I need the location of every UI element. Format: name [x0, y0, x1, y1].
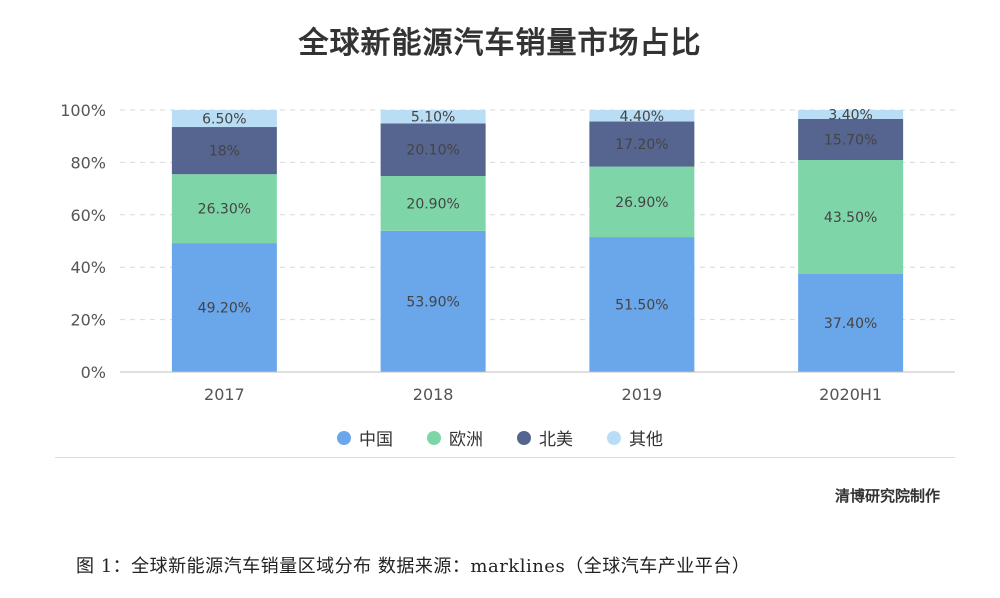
bar-segment: [380, 176, 486, 231]
bar-segment: [171, 174, 277, 244]
data-label: 26.30%: [198, 202, 251, 218]
legend-item: 其他: [607, 425, 663, 450]
y-tick-label: 100%: [60, 101, 106, 120]
data-label: 20.90%: [406, 196, 459, 212]
bar-segment: [171, 243, 277, 372]
credit-text: 清博研究院制作: [834, 487, 940, 505]
bar-segment: [589, 237, 695, 372]
data-label: 18%: [209, 144, 240, 160]
bar-segment: [798, 118, 904, 161]
y-axis: 0% 20% 40% 60% 80% 100%: [60, 101, 106, 382]
x-tick-label: 2019: [622, 385, 663, 404]
x-tick-label: 2020H1: [819, 385, 882, 404]
bar-segment: [798, 160, 904, 275]
data-label: 15.70%: [824, 132, 877, 148]
legend-marker: [337, 430, 351, 445]
bar-segment: [798, 274, 904, 372]
y-tick-label: 40%: [70, 258, 106, 277]
legend: 中国 欧洲 北美 其他: [0, 425, 1000, 450]
legend-marker: [607, 430, 621, 445]
x-axis: 2017 2018 2019 2020H1: [120, 371, 955, 404]
data-label: 49.20%: [198, 301, 251, 317]
legend-label: 其他: [629, 430, 663, 450]
data-label: 6.50%: [202, 112, 246, 128]
bar-segment: [380, 110, 486, 124]
data-label: 43.50%: [824, 210, 877, 226]
legend-label: 北美: [539, 430, 573, 450]
y-tick-label: 60%: [70, 206, 106, 225]
bar-segment: [589, 166, 695, 238]
bar-segment: [589, 121, 695, 167]
data-label: 5.10%: [411, 110, 455, 126]
data-label: 51.50%: [615, 298, 668, 314]
bar-segment: [171, 110, 277, 128]
legend-item: 中国: [337, 425, 393, 450]
stacked-bar-chart: 0% 20% 40% 60% 80% 100% 49.20% 26.30% 18% 6.50% 5…: [60, 101, 955, 404]
legend-marker: [517, 430, 531, 445]
figure-caption: 图 1：全球新能源汽车销量区域分布 数据来源：marklines（全球汽车产业平…: [76, 556, 751, 577]
y-tick-label: 20%: [70, 311, 106, 330]
y-tick-label: 80%: [70, 153, 106, 172]
x-tick-label: 2018: [413, 385, 454, 404]
y-tick-label: 0%: [81, 363, 106, 382]
bar-segment: [798, 110, 904, 119]
chart-title: 全球新能源汽车销量市场占比: [298, 26, 702, 61]
data-label: 4.40%: [620, 109, 664, 125]
data-label: 37.40%: [824, 316, 877, 332]
bars: [171, 110, 904, 372]
divider: [55, 457, 955, 458]
data-label: 17.20%: [615, 137, 668, 153]
legend-item: 欧洲: [427, 425, 483, 450]
x-tick-label: 2017: [204, 385, 245, 404]
legend-item: 北美: [517, 425, 573, 450]
bar-segment: [171, 127, 277, 175]
data-label: 20.10%: [406, 143, 459, 159]
bar-segment: [380, 230, 486, 372]
legend-label: 中国: [359, 430, 393, 450]
data-labels: 49.20% 26.30% 18% 6.50% 53.90% 20.90% 20.10% 5.…: [198, 107, 878, 332]
bar-segment: [589, 110, 695, 122]
data-label: 53.90%: [406, 294, 459, 310]
legend-marker: [427, 430, 441, 445]
data-label: 26.90%: [615, 195, 668, 211]
data-label: 3.40%: [828, 107, 872, 123]
bar-segment: [380, 123, 486, 177]
legend-label: 欧洲: [449, 430, 483, 450]
